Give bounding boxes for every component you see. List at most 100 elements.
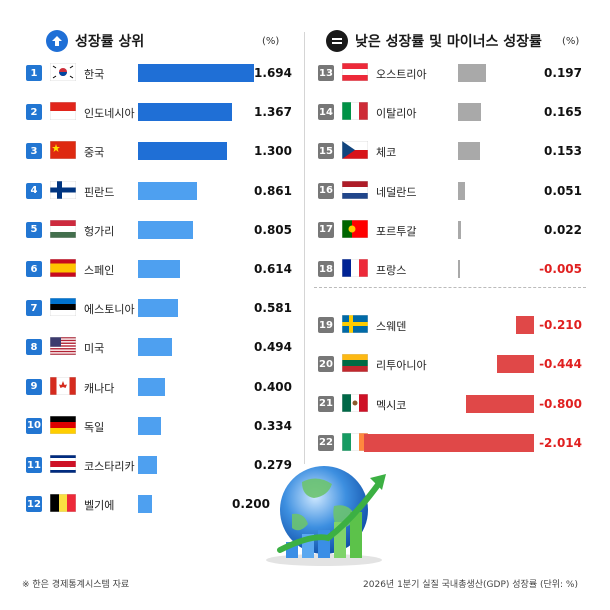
top-growth-header: 성장률 상위 bbox=[46, 28, 144, 54]
bar bbox=[138, 299, 178, 318]
bar-row: 15 체코 0.153 bbox=[318, 140, 588, 162]
value-label: 0.051 bbox=[544, 183, 582, 198]
flag-at-icon bbox=[341, 62, 369, 82]
rank-badge: 13 bbox=[318, 65, 334, 81]
rank-badge: 22 bbox=[318, 434, 334, 451]
bar-row: 3 중국 1.300 bbox=[26, 140, 296, 162]
value-label: 0.197 bbox=[544, 66, 582, 80]
value-label: -0.005 bbox=[539, 262, 582, 276]
bar-row: 11 코스타리카 0.279 bbox=[26, 454, 296, 476]
flag-it-icon bbox=[341, 101, 369, 121]
value-label: 0.279 bbox=[254, 458, 292, 472]
flag-cr-icon bbox=[49, 454, 77, 474]
value-label: 1.300 bbox=[254, 144, 292, 159]
country-label: 네덜란드 bbox=[376, 185, 417, 199]
bar bbox=[458, 142, 480, 161]
bar-row: 1 한국 1.694 bbox=[26, 62, 296, 84]
value-label: 0.200 bbox=[232, 497, 270, 512]
bar bbox=[516, 316, 534, 335]
bar-row: 2 인도네시아 1.367 bbox=[26, 101, 296, 123]
rank-badge: 8 bbox=[26, 339, 42, 356]
flag-pt-icon bbox=[341, 219, 369, 239]
equals-icon bbox=[326, 30, 348, 52]
rank-badge: 18 bbox=[318, 261, 334, 277]
value-label: -0.800 bbox=[539, 396, 582, 411]
bar bbox=[138, 181, 197, 200]
value-label: 0.334 bbox=[254, 418, 292, 433]
rank-badge: 10 bbox=[26, 417, 42, 434]
rank-badge: 20 bbox=[318, 356, 334, 373]
flag-hu-icon bbox=[49, 219, 77, 239]
top-growth-title: 성장률 상위 bbox=[75, 34, 145, 50]
bar-row: 20 리투아니아 -0.444 bbox=[318, 353, 588, 375]
value-label: 0.400 bbox=[254, 379, 292, 394]
bar-row: 5 헝가리 0.805 bbox=[26, 219, 296, 241]
bar bbox=[496, 355, 534, 374]
rank-badge: 21 bbox=[318, 395, 334, 412]
low-growth-header: 낮은 성장률 및 마이너스 성장률 bbox=[326, 28, 542, 54]
bar bbox=[138, 103, 232, 122]
flag-fi-icon bbox=[49, 180, 77, 199]
flag-id-icon bbox=[49, 101, 77, 121]
bar-row: 22아일랜드-2.014 bbox=[318, 432, 588, 454]
rank-badge: 4 bbox=[26, 182, 42, 199]
flag-de-icon bbox=[49, 415, 77, 435]
flag-cz-icon bbox=[341, 141, 369, 160]
bar bbox=[138, 142, 228, 161]
bar bbox=[138, 456, 158, 474]
flag-fr-icon bbox=[341, 258, 369, 278]
value-label: 0.153 bbox=[544, 144, 582, 159]
value-label: 0.614 bbox=[254, 262, 292, 276]
country-label: 헝가리 bbox=[84, 224, 115, 238]
negative-section-divider bbox=[314, 287, 586, 288]
bar-row: 17 포르투갈 0.022 bbox=[318, 219, 588, 241]
flag-be-icon bbox=[49, 493, 77, 513]
up-arrow-icon bbox=[46, 30, 68, 52]
country-label: 프랑스 bbox=[376, 264, 407, 277]
country-label: 인도네시아 bbox=[84, 107, 135, 121]
bar-row: 4 핀란드 0.861 bbox=[26, 180, 296, 202]
source-note: ※ 한은 경제통계시스템 자료 bbox=[22, 580, 130, 590]
flag-mx-icon bbox=[341, 393, 369, 412]
right-unit-label: (%) bbox=[562, 36, 580, 47]
rank-badge: 1 bbox=[26, 65, 42, 81]
rank-badge: 7 bbox=[26, 300, 42, 317]
value-label: -0.210 bbox=[539, 318, 582, 333]
flag-es-icon bbox=[49, 258, 77, 278]
country-label: 캐나다 bbox=[84, 381, 115, 395]
bar bbox=[364, 433, 534, 452]
country-label: 스페인 bbox=[84, 264, 115, 277]
bar bbox=[458, 220, 462, 239]
rank-badge: 16 bbox=[318, 182, 334, 199]
bar bbox=[138, 338, 172, 357]
country-label: 스웨덴 bbox=[376, 320, 407, 334]
country-label: 코스타리카 bbox=[84, 460, 135, 473]
bar-row: 21 멕시코 -0.800 bbox=[318, 393, 588, 415]
country-label: 중국 bbox=[84, 146, 105, 160]
bar bbox=[458, 64, 486, 82]
rank-badge: 17 bbox=[318, 221, 334, 238]
country-label: 미국 bbox=[84, 342, 105, 356]
flag-lt-icon bbox=[341, 354, 369, 373]
value-label: 0.805 bbox=[254, 222, 292, 237]
flag-kr-icon bbox=[49, 62, 77, 82]
rank-badge: 12 bbox=[26, 496, 42, 513]
flag-ee-icon bbox=[49, 297, 77, 317]
rank-badge: 19 bbox=[318, 317, 334, 334]
bar-row: 9 캐나다 0.400 bbox=[26, 376, 296, 398]
bar-row: 13 오스트리아 0.197 bbox=[318, 62, 588, 84]
country-label: 이탈리아 bbox=[376, 107, 417, 121]
rank-badge: 2 bbox=[26, 104, 42, 121]
panel-divider bbox=[304, 32, 305, 464]
bar-row: 7 에스토니아 0.581 bbox=[26, 297, 296, 319]
bar-row: 10 독일 0.334 bbox=[26, 415, 296, 437]
country-label: 에스토니아 bbox=[84, 303, 135, 317]
flag-se-icon bbox=[341, 314, 369, 334]
bar-row: 8 미국 0.494 bbox=[26, 336, 296, 358]
value-label: -0.444 bbox=[539, 357, 582, 372]
value-label: 0.494 bbox=[254, 340, 292, 355]
value-label: 0.022 bbox=[544, 222, 582, 237]
flag-cn-icon bbox=[49, 141, 77, 160]
rank-badge: 5 bbox=[26, 221, 42, 238]
bar bbox=[138, 495, 152, 514]
